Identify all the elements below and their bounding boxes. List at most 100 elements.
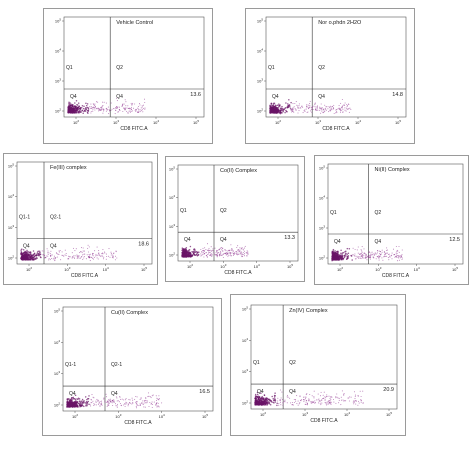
event-dot	[111, 402, 113, 404]
event-dot	[311, 106, 313, 108]
event-dot	[332, 257, 335, 260]
event-dot	[103, 397, 105, 399]
event-dot	[356, 256, 358, 258]
event-dot	[399, 256, 401, 258]
event-dot	[112, 257, 114, 259]
y-tick-label: 102	[55, 108, 61, 114]
event-dot	[83, 405, 85, 408]
event-dot	[78, 398, 81, 400]
event-dot	[113, 399, 115, 401]
event-dot	[89, 260, 91, 262]
event-dot	[76, 107, 78, 110]
event-dot	[85, 108, 88, 111]
x-tick-label: 105	[452, 266, 458, 272]
y-tick-label: 104	[54, 339, 60, 345]
event-dot	[152, 394, 154, 396]
x-tick-label: 105	[202, 413, 208, 419]
event-dot	[331, 109, 333, 111]
event-dot	[372, 256, 374, 258]
event-dot	[70, 107, 73, 110]
event-dot	[216, 255, 218, 257]
event-dot	[369, 254, 371, 256]
event-dot	[72, 103, 74, 106]
event-dot	[82, 107, 85, 110]
event-dot	[329, 105, 332, 107]
event-dot	[80, 247, 83, 249]
event-dot	[348, 111, 350, 113]
event-dot	[104, 401, 106, 403]
event-dot	[320, 108, 322, 110]
event-dot	[107, 403, 109, 405]
x-tick-label: 102	[337, 266, 343, 272]
quadrant-label: Q1	[268, 65, 275, 71]
event-dot	[184, 248, 187, 250]
x-axis-label: CD8 FITC.A	[224, 270, 252, 276]
event-dot	[288, 104, 291, 106]
event-dot	[68, 403, 71, 406]
event-dot	[396, 254, 398, 257]
event-dot	[275, 105, 277, 107]
y-tick-label: 103	[242, 368, 248, 374]
event-dot	[101, 404, 103, 406]
event-dot	[77, 257, 79, 259]
event-dot	[341, 106, 343, 108]
event-dot	[158, 398, 160, 400]
event-dot	[326, 404, 328, 406]
event-dot	[391, 254, 393, 256]
event-dot	[85, 403, 87, 405]
event-dot	[37, 254, 40, 257]
event-dot	[205, 252, 207, 254]
event-dot	[74, 402, 77, 405]
event-dot	[25, 257, 28, 259]
event-dot	[128, 107, 130, 109]
event-dot	[220, 254, 222, 257]
event-dot	[354, 394, 357, 396]
event-dot	[333, 112, 335, 115]
x-tick-label: 104	[159, 413, 165, 419]
event-dot	[116, 400, 118, 402]
event-dot	[74, 109, 77, 112]
event-dot	[317, 393, 319, 395]
flow-panel-norophdn: Nor o.phdn 2H2O Q1 Q2 Q4 Q4 14.8 102 103 104 105 1…	[245, 8, 415, 144]
event-dot	[75, 100, 78, 102]
event-dot	[351, 259, 353, 261]
event-dot	[261, 403, 263, 405]
event-dot	[336, 253, 339, 256]
event-dot	[80, 256, 82, 258]
event-dot	[340, 256, 342, 258]
y-tick-label: 105	[169, 166, 175, 172]
event-dot	[141, 106, 143, 108]
event-dot	[339, 254, 341, 256]
event-dot	[264, 399, 267, 402]
y-tick-label: 102	[54, 402, 60, 408]
event-dot	[137, 105, 140, 108]
event-dot	[308, 398, 310, 400]
event-dot	[274, 107, 276, 110]
event-dot	[395, 252, 397, 254]
x-tick-label: 104	[355, 119, 361, 125]
event-dot	[145, 398, 147, 400]
event-dot	[71, 257, 73, 259]
event-dot	[116, 403, 119, 405]
event-dot	[326, 106, 328, 108]
event-dot	[272, 398, 274, 400]
event-dot	[221, 249, 223, 251]
event-dot	[260, 398, 262, 401]
event-dot	[93, 107, 95, 109]
event-dot	[32, 258, 35, 261]
x-tick-label: 105	[386, 411, 392, 417]
event-dot	[50, 250, 52, 252]
event-dot	[80, 405, 82, 407]
event-dot	[314, 106, 316, 108]
event-dot	[192, 252, 195, 255]
event-dot	[278, 103, 280, 105]
panel-title: Vehicle Control	[116, 20, 153, 26]
event-dot	[360, 395, 362, 398]
event-dot	[343, 393, 345, 395]
event-dot	[101, 254, 103, 256]
event-dot	[339, 110, 342, 112]
event-dot	[158, 406, 160, 408]
event-dot	[105, 253, 107, 255]
percent-value: 18.6	[138, 242, 149, 248]
event-dot	[228, 254, 230, 256]
